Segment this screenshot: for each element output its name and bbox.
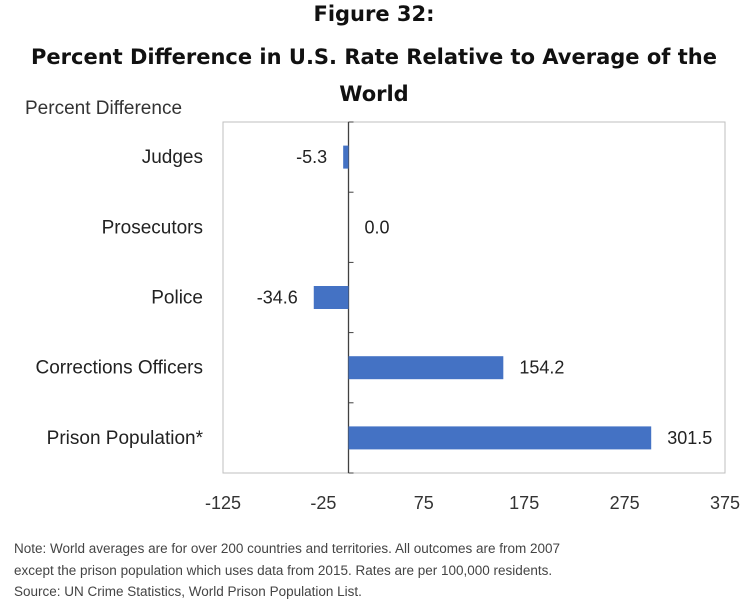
- chart-note-line-1: Note: World averages are for over 200 co…: [14, 541, 561, 556]
- chart-title-continued: World: [339, 82, 409, 106]
- data-bar: [348, 426, 652, 450]
- x-tick-label: -25: [310, 493, 336, 513]
- data-label: -34.6: [257, 288, 298, 308]
- category-label: Corrections Officers: [35, 358, 203, 379]
- data-label: 301.5: [667, 428, 712, 448]
- chart-title: Percent Difference in U.S. Rate Relative…: [31, 45, 717, 69]
- chart-note-line-2: except the prison population which uses …: [14, 563, 553, 578]
- category-label: Judges: [142, 147, 203, 168]
- x-tick-label: 375: [710, 493, 740, 513]
- data-label: -5.3: [296, 147, 327, 167]
- x-tick-label: 275: [610, 493, 640, 513]
- data-label: 154.2: [519, 358, 564, 378]
- x-tick-label: -125: [205, 493, 241, 513]
- chart-title-figure-number: Figure 32:: [313, 2, 435, 26]
- bar-chart: -125 -25 75 175 275 375 Judges -5.3 Prosecutors 0…: [35, 121, 740, 513]
- category-label: Prosecutors: [102, 217, 203, 238]
- data-label: 0.0: [365, 217, 390, 237]
- y-axis-label: Percent Difference: [25, 98, 183, 119]
- category-label: Police: [151, 288, 203, 309]
- data-bar: [348, 356, 504, 380]
- x-tick-label: 75: [414, 493, 434, 513]
- data-bar: [343, 145, 349, 169]
- plot-area-border: [222, 121, 726, 474]
- category-label: Prison Population*: [47, 428, 204, 449]
- data-bar: [313, 286, 349, 309]
- x-tick-label: 175: [509, 493, 539, 513]
- chart-source-line: Source: UN Crime Statistics, World Priso…: [14, 584, 362, 599]
